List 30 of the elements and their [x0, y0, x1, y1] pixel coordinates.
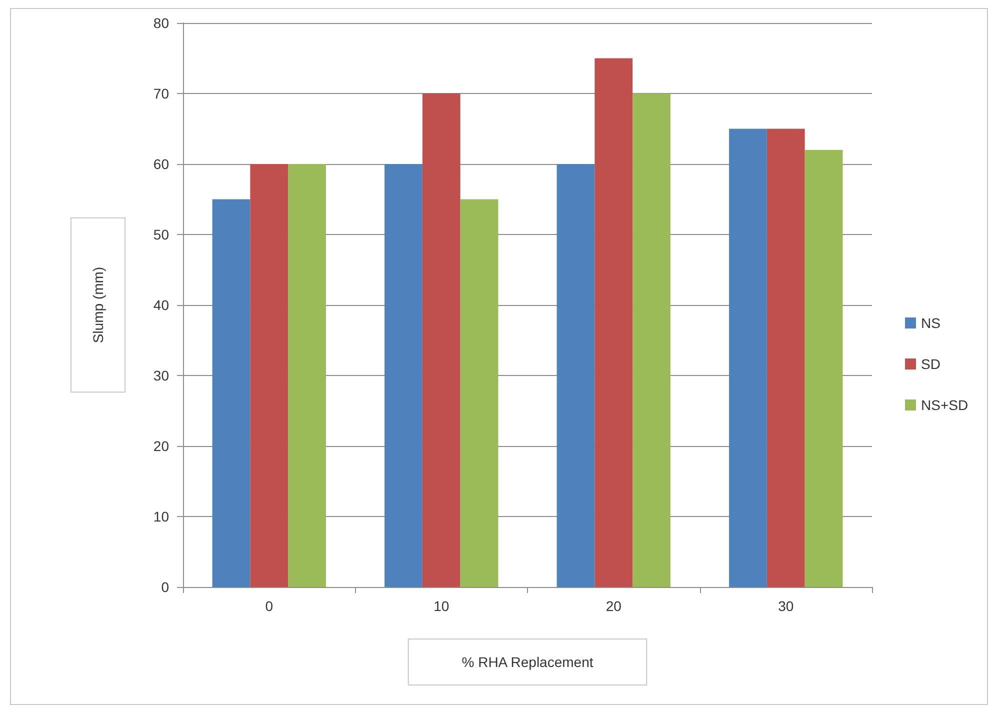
- y-tick-label: 10: [153, 508, 170, 524]
- x-axis-title: % RHA Replacement: [462, 654, 594, 670]
- y-tick-label: 40: [153, 297, 170, 313]
- x-tick-label: 10: [434, 598, 450, 614]
- bar: [384, 164, 422, 587]
- y-tick-label: 20: [153, 438, 170, 454]
- y-tick-label: 0: [161, 579, 170, 595]
- y-tick-label: 60: [153, 156, 170, 172]
- bar: [766, 128, 805, 587]
- bar: [556, 164, 595, 587]
- x-tick-label: 20: [606, 598, 622, 614]
- bar: [212, 199, 250, 587]
- bar: [460, 199, 498, 587]
- y-tick-label: 50: [153, 226, 170, 242]
- x-tick-label: 0: [265, 598, 274, 614]
- bar: [804, 150, 843, 587]
- x-tick-label: 30: [778, 598, 794, 614]
- bar: [250, 164, 288, 587]
- bar: [422, 94, 460, 587]
- y-tick-label: 80: [153, 15, 170, 31]
- legend-label: NS+SD: [921, 397, 968, 413]
- legend-label: SD: [921, 356, 940, 372]
- bar: [729, 128, 767, 587]
- bar: [632, 94, 670, 587]
- bar: [594, 58, 633, 587]
- y-axis-title: Slump (mm): [90, 266, 106, 344]
- y-tick-label: 70: [153, 86, 170, 102]
- y-tick-label: 30: [153, 368, 170, 384]
- bar: [288, 164, 326, 587]
- legend-label: NS: [921, 315, 940, 331]
